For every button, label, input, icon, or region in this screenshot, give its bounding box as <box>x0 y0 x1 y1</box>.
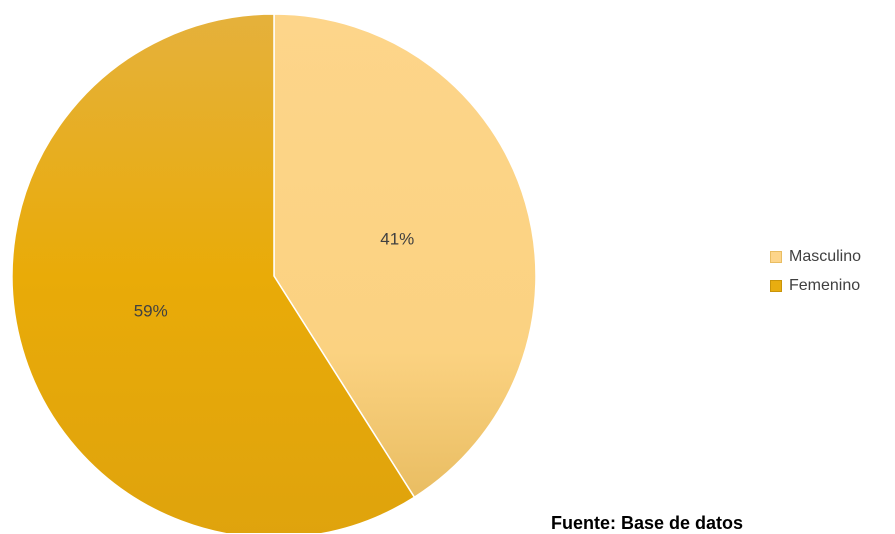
data-label-femenino: 59% <box>134 301 168 320</box>
legend-label-masculino: Masculino <box>789 248 861 266</box>
legend: Masculino Femenino <box>770 242 861 300</box>
legend-swatch-femenino <box>770 280 782 292</box>
legend-item-masculino: Masculino <box>770 242 861 271</box>
data-label-masculino: 41% <box>380 230 414 249</box>
legend-label-femenino: Femenino <box>789 277 860 295</box>
legend-swatch-masculino <box>770 251 782 263</box>
source-note: Fuente: Base de datos <box>551 513 743 534</box>
legend-item-femenino: Femenino <box>770 271 861 300</box>
